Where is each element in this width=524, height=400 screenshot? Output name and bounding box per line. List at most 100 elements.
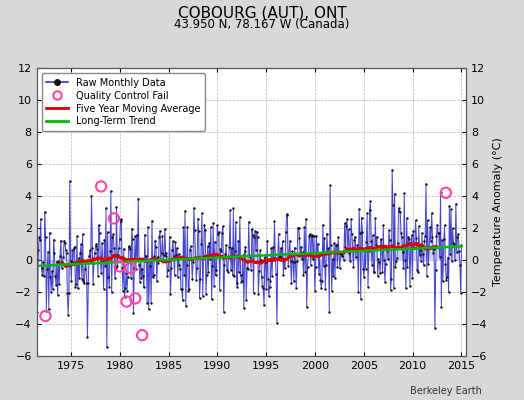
Point <box>85 253 93 260</box>
Point <box>166 291 174 297</box>
Point <box>317 285 325 291</box>
Point <box>58 259 67 265</box>
Point <box>254 291 263 297</box>
Point <box>215 286 224 293</box>
Point <box>376 270 384 276</box>
Point <box>65 290 73 296</box>
Point <box>49 236 58 243</box>
Point <box>224 254 233 260</box>
Point <box>119 288 127 294</box>
Point <box>216 246 225 252</box>
Point <box>52 258 61 265</box>
Point <box>104 274 113 280</box>
Point <box>410 245 418 251</box>
Point <box>279 272 288 278</box>
Point <box>453 234 462 240</box>
Point <box>199 293 207 300</box>
Point <box>220 262 228 268</box>
Point <box>442 276 450 283</box>
Point <box>139 273 147 280</box>
Point <box>173 274 182 280</box>
Point <box>289 258 297 265</box>
Point <box>330 240 339 246</box>
Point <box>286 238 294 244</box>
Point <box>60 237 68 244</box>
Point <box>195 295 204 301</box>
Point <box>320 235 329 242</box>
Point <box>59 254 68 260</box>
Point <box>278 238 287 244</box>
Point <box>370 269 379 276</box>
Point <box>108 234 117 241</box>
Point <box>142 252 150 259</box>
Point <box>355 206 363 212</box>
Point <box>162 250 171 256</box>
Point <box>414 223 423 230</box>
Point <box>147 300 155 306</box>
Point <box>419 262 428 268</box>
Point <box>387 276 396 282</box>
Point <box>247 266 255 273</box>
Point <box>206 255 214 262</box>
Point <box>407 245 415 252</box>
Point <box>141 258 150 264</box>
Point <box>440 222 449 228</box>
Point <box>301 269 309 275</box>
Point <box>454 231 463 237</box>
Point <box>58 265 66 271</box>
Point <box>452 248 461 255</box>
Point <box>332 242 340 248</box>
Point <box>135 262 143 269</box>
Point <box>84 280 92 286</box>
Point <box>413 267 421 273</box>
Point <box>281 229 290 236</box>
Point <box>32 256 41 262</box>
Point <box>203 243 212 250</box>
Point <box>335 250 343 256</box>
Point <box>374 273 382 280</box>
Point <box>91 243 100 249</box>
Point <box>425 244 433 250</box>
Point <box>100 285 108 292</box>
Point <box>157 249 166 256</box>
Point <box>357 214 366 221</box>
Point <box>356 230 364 236</box>
Point <box>236 272 245 278</box>
Point <box>331 274 339 281</box>
Point <box>88 193 96 199</box>
Point <box>292 285 300 291</box>
Point <box>352 254 360 260</box>
Point <box>433 222 442 228</box>
Point <box>385 227 393 234</box>
Point <box>145 263 154 270</box>
Point <box>238 278 246 284</box>
Point <box>274 231 282 237</box>
Point <box>75 275 84 282</box>
Point <box>419 250 427 257</box>
Point <box>417 258 425 265</box>
Point <box>353 246 361 252</box>
Point <box>431 267 440 274</box>
Point <box>182 262 191 268</box>
Point <box>444 254 452 261</box>
Point <box>223 267 231 273</box>
Point <box>277 244 285 251</box>
Point <box>187 254 195 261</box>
Point <box>428 210 436 216</box>
Point <box>178 286 186 292</box>
Point <box>272 320 281 326</box>
Point <box>107 289 116 296</box>
Point <box>399 264 408 271</box>
Point <box>52 282 60 288</box>
Point <box>126 246 134 252</box>
Point <box>194 228 203 234</box>
Point <box>274 256 282 262</box>
Point <box>110 215 118 222</box>
Point <box>157 256 165 263</box>
Point <box>41 234 50 240</box>
Point <box>49 286 57 293</box>
Point <box>257 274 266 280</box>
Point <box>431 325 439 332</box>
Point <box>196 276 204 282</box>
Point <box>280 256 288 263</box>
